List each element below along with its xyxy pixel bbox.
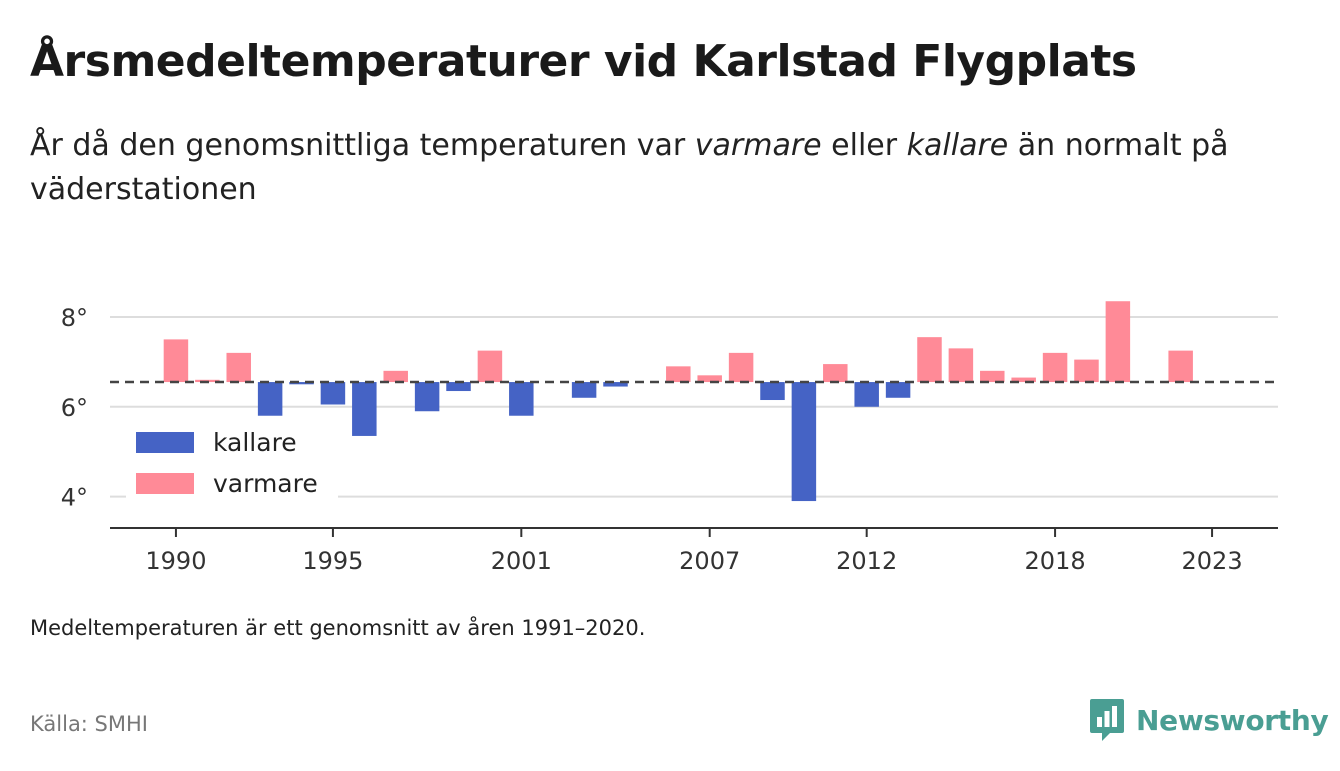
bar-warmer xyxy=(1168,350,1193,383)
chart-title: Årsmedeltemperaturer vid Karlstad Flygpl… xyxy=(30,36,1137,87)
bar-colder xyxy=(509,382,534,416)
bar-colder xyxy=(414,382,440,412)
newsworthy-logo: Newsworthy xyxy=(1088,697,1329,743)
bar-warmer xyxy=(697,375,722,383)
bar-warmer xyxy=(917,337,942,383)
bar-warmer xyxy=(1105,301,1131,383)
legend-label-warmer: varmare xyxy=(213,469,318,498)
bar-warmer xyxy=(383,370,408,383)
bar-colder xyxy=(446,382,471,392)
y-tick-label: 4° xyxy=(61,484,88,512)
chart-subtitle: År då den genomsnittliga temperaturen va… xyxy=(30,124,1300,212)
x-tick-label: 1995 xyxy=(302,547,363,575)
bar-colder xyxy=(571,382,597,398)
bar-warmer xyxy=(477,350,503,383)
subtitle-cold-word: kallare xyxy=(906,128,1009,163)
x-tick-label: 2007 xyxy=(679,547,740,575)
source-label: Källa: SMHI xyxy=(30,712,148,736)
bar-colder xyxy=(257,382,283,416)
subtitle-warm-word: varmare xyxy=(694,128,822,163)
bar-colder xyxy=(603,382,628,387)
newsworthy-logo-text: Newsworthy xyxy=(1136,703,1329,737)
bar-warmer xyxy=(823,364,848,383)
bar-warmer xyxy=(1042,352,1068,383)
x-tick-label: 2001 xyxy=(491,547,552,575)
bar-colder xyxy=(791,382,817,502)
y-tick-label: 6° xyxy=(61,394,88,422)
bar-warmer xyxy=(728,352,754,383)
y-tick-label: 8° xyxy=(61,304,88,332)
x-tick-label: 2012 xyxy=(836,547,897,575)
bar-colder xyxy=(854,382,879,407)
bar-colder xyxy=(352,382,377,436)
bar-warmer xyxy=(1074,359,1099,383)
bar-colder xyxy=(760,382,785,401)
bar-warmer xyxy=(980,370,1005,383)
bar-warmer xyxy=(1011,377,1036,383)
x-tick-label: 2018 xyxy=(1025,547,1086,575)
subtitle-text-b: eller xyxy=(821,128,907,163)
legend-label-colder: kallare xyxy=(213,428,297,457)
bar-warmer xyxy=(226,352,251,383)
newsworthy-logo-icon xyxy=(1090,699,1124,741)
x-tick-label: 1990 xyxy=(145,547,206,575)
bar-warmer xyxy=(666,366,691,383)
legend-swatch-colder xyxy=(136,432,194,453)
x-tick-label: 2023 xyxy=(1182,547,1243,575)
temperature-bar-chart: 4° 6° 8° 1990 1995 2001 2007 2012 2018 2023 kallar… xyxy=(61,301,1278,575)
footnote: Medeltemperaturen är ett genomsnitt av å… xyxy=(30,616,646,640)
subtitle-text-a: År då den genomsnittliga temperaturen va… xyxy=(30,128,695,163)
bar-colder xyxy=(320,382,346,405)
bar-warmer xyxy=(948,348,974,383)
bar-colder xyxy=(289,382,314,385)
legend-swatch-warmer xyxy=(136,473,194,494)
subtitle-text-c: än normalt på väderstationen xyxy=(30,128,1229,207)
bar-warmer xyxy=(163,339,189,383)
bar-colder xyxy=(885,382,911,398)
